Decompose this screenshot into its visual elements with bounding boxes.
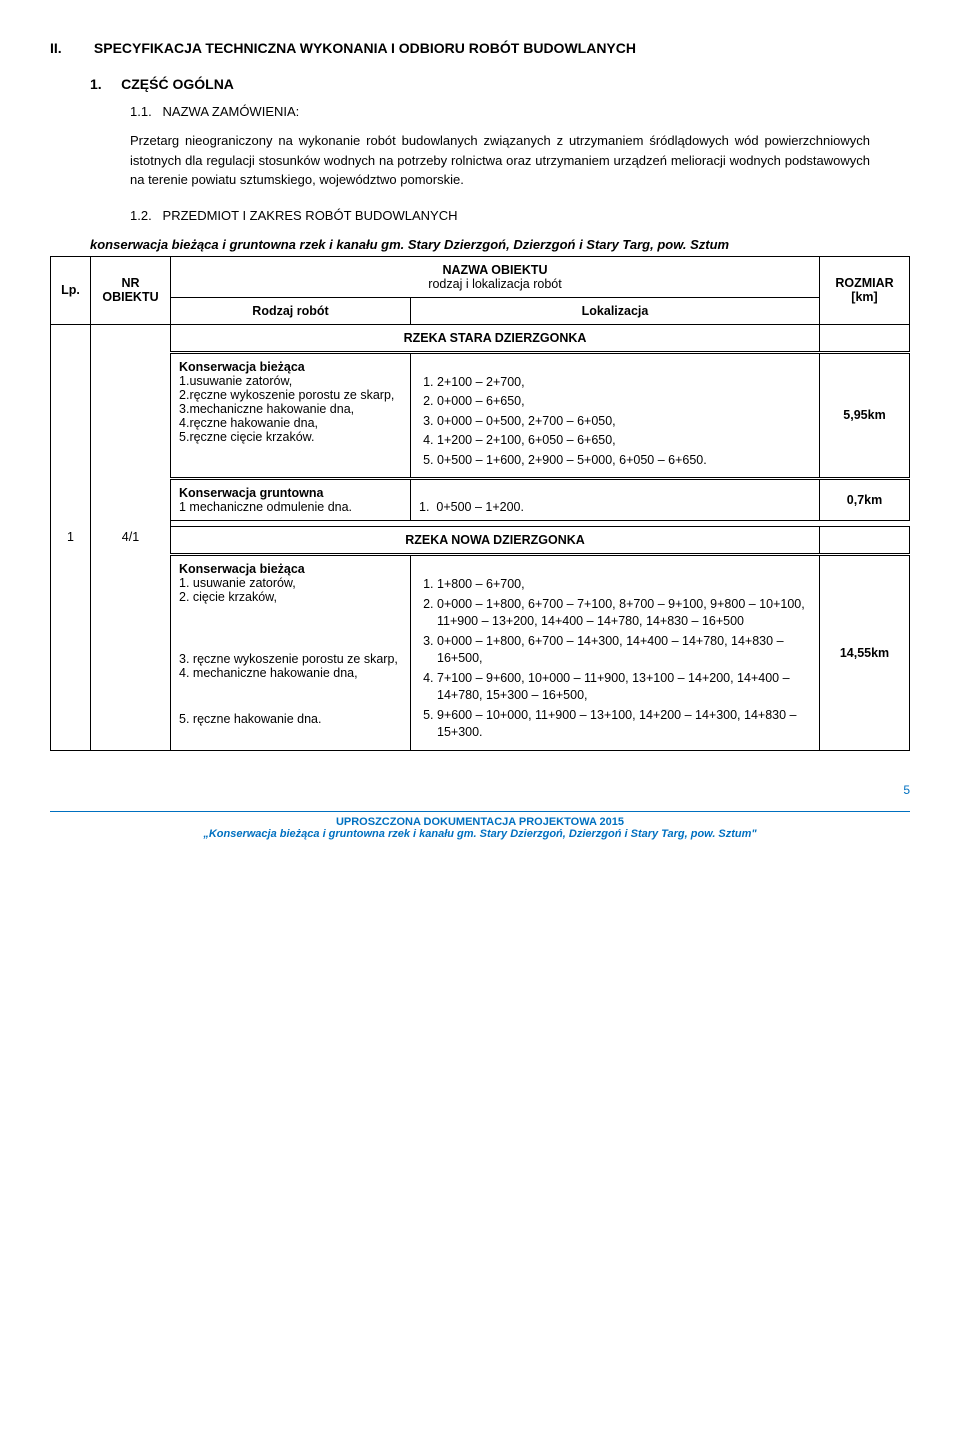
r2-works: Konserwacja bieżąca 1. usuwanie zatorów,… <box>171 555 411 751</box>
sub-1-2-num: 1.2. <box>130 208 152 223</box>
section-1-title: CZĘŚĆ OGÓLNA <box>121 76 234 92</box>
sub-1-1-num: 1.1. <box>130 104 152 119</box>
sub-1-2-title: PRZEDMIOT I ZAKRES ROBÓT BUDOWLANYCH <box>163 208 458 223</box>
r1-item-3-text: mechaniczne hakowanie dna, <box>189 402 354 416</box>
r1-loc-5: 0+500 – 1+600, 2+900 – 5+000, 6+050 – 6+… <box>437 452 811 470</box>
r1-loc-4: 1+200 – 2+100, 6+050 – 6+650, <box>437 432 811 450</box>
th-rodzaj: Rodzaj robót <box>171 297 411 324</box>
river-1-head-empty <box>820 324 910 352</box>
table-caption: konserwacja bieżąca i gruntowna rzek i k… <box>90 237 910 252</box>
r1g-locs: 1. 0+500 – 1+200. <box>411 479 820 521</box>
section-1: 1. CZĘŚĆ OGÓLNA <box>90 76 910 92</box>
r2-loc-2: 0+000 – 1+800, 6+700 – 7+100, 8+700 – 9+… <box>437 596 811 631</box>
river-2-head: RZEKA NOWA DZIERZGONKA <box>171 527 820 555</box>
r2-loc-1: 1+800 – 6+700, <box>437 576 811 594</box>
r2-locs: 1+800 – 6+700, 0+000 – 1+800, 6+700 – 7+… <box>411 555 820 751</box>
r1-item-2: 2.ręczne wykoszenie porostu ze skarp, <box>179 388 402 402</box>
r1g-works: Konserwacja gruntowna 1 mechaniczne odmu… <box>171 479 411 521</box>
spec-title: SPECYFIKACJA TECHNICZNA WYKONANIA I ODBI… <box>94 40 636 56</box>
r1-item-5: 5.ręczne cięcie krzaków. <box>179 430 402 444</box>
footer-line-1: UPROSZCZONA DOKUMENTACJA PROJEKTOWA 2015 <box>50 816 910 828</box>
r2-item-2: 2. cięcie krzaków, <box>179 590 402 604</box>
r1g-loc-text: 0+500 – 1+200. <box>436 500 524 514</box>
subsection-1-1: 1.1. NAZWA ZAMÓWIENIA: <box>130 104 910 119</box>
r2-item-3-text: ręczne wykoszenie porostu ze skarp, <box>193 652 398 666</box>
r2-item-4: 4. mechaniczne hakowanie dna, <box>179 666 402 680</box>
main-title: II. SPECYFIKACJA TECHNICZNA WYKONANIA I … <box>50 40 910 56</box>
r1-works: Konserwacja bieżąca 1.usuwanie zatorów, … <box>171 352 411 479</box>
r2-size: 14,55km <box>820 555 910 751</box>
river-2-head-empty <box>820 527 910 555</box>
r1-loc-1: 2+100 – 2+700, <box>437 374 811 392</box>
r1-item-4: 4.ręczne hakowanie dna, <box>179 416 402 430</box>
kb-label-1: Konserwacja bieżąca <box>179 360 402 374</box>
r2-loc-3: 0+000 – 1+800, 6+700 – 14+300, 14+400 – … <box>437 633 811 668</box>
footer-line-2: „Konserwacja bieżąca i gruntowna rzek i … <box>50 828 910 840</box>
r2-loc-4: 7+100 – 9+600, 10+000 – 11+900, 13+100 –… <box>437 670 811 705</box>
r1-loc-2: 0+000 – 6+650, <box>437 393 811 411</box>
r2-item-5-text: ręczne hakowanie dna. <box>193 712 322 726</box>
th-nr: NR OBIEKTU <box>91 256 171 324</box>
r1-size: 5,95km <box>820 352 910 479</box>
r2-item-2-text: cięcie krzaków, <box>193 590 277 604</box>
th-rodzaj-lok: rodzaj i lokalizacja robót <box>428 277 561 291</box>
r1-item-4-text: ręczne hakowanie dna, <box>189 416 318 430</box>
th-lp: Lp. <box>51 256 91 324</box>
order-paragraph: Przetarg nieograniczony na wykonanie rob… <box>130 131 870 190</box>
th-nazwa: NAZWA OBIEKTU <box>442 263 547 277</box>
r2-item-5: 5. ręczne hakowanie dna. <box>179 712 402 726</box>
r1g-size: 0,7km <box>820 479 910 521</box>
kb-label-2: Konserwacja bieżąca <box>179 562 402 576</box>
section-1-num: 1. <box>90 76 102 92</box>
cell-nr: 4/1 <box>91 324 171 750</box>
river-1-head: RZEKA STARA DZIERZGONKA <box>171 324 820 352</box>
th-lokalizacja: Lokalizacja <box>411 297 820 324</box>
page-number: 5 <box>903 783 910 797</box>
r1g-item: 1 mechaniczne odmulenie dna. <box>179 500 402 514</box>
works-table: Lp. NR OBIEKTU NAZWA OBIEKTU rodzaj i lo… <box>50 256 910 751</box>
r2-loc-5: 9+600 – 10+000, 11+900 – 13+100, 14+200 … <box>437 707 811 742</box>
r2-item-1: 1. usuwanie zatorów, <box>179 576 402 590</box>
r2-item-1-text: usuwanie zatorów, <box>193 576 296 590</box>
sub-1-1-title: NAZWA ZAMÓWIENIA: <box>163 104 300 119</box>
roman-numeral: II. <box>50 40 90 56</box>
th-rozmiar: ROZMIAR [km] <box>820 256 910 324</box>
r1-item-1-text: usuwanie zatorów, <box>189 374 292 388</box>
r1g-loc: 1. 0+500 – 1+200. <box>419 500 811 514</box>
r1-locs: 2+100 – 2+700, 0+000 – 6+650, 0+000 – 0+… <box>411 352 820 479</box>
page-footer: 5 UPROSZCZONA DOKUMENTACJA PROJEKTOWA 20… <box>50 811 910 840</box>
kg-label-1: Konserwacja gruntowna <box>179 486 402 500</box>
r1-item-5-text: ręczne cięcie krzaków. <box>189 430 314 444</box>
r1-item-2-text: ręczne wykoszenie porostu ze skarp, <box>189 388 394 402</box>
footer-rule <box>50 811 910 812</box>
r1-item-3: 3.mechaniczne hakowanie dna, <box>179 402 402 416</box>
r2-item-4-text: mechaniczne hakowanie dna, <box>193 666 358 680</box>
cell-lp: 1 <box>51 324 91 750</box>
r1-loc-3: 0+000 – 0+500, 2+700 – 6+050, <box>437 413 811 431</box>
th-nazwa-group: NAZWA OBIEKTU rodzaj i lokalizacja robót <box>171 256 820 297</box>
subsection-1-2: 1.2. PRZEDMIOT I ZAKRES ROBÓT BUDOWLANYC… <box>130 208 910 223</box>
r2-item-3: 3. ręczne wykoszenie porostu ze skarp, <box>179 652 402 666</box>
r1-item-1: 1.usuwanie zatorów, <box>179 374 402 388</box>
